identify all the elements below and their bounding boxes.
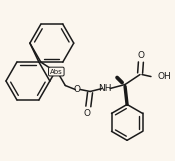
Text: NH: NH: [98, 84, 112, 93]
Text: O: O: [84, 109, 91, 118]
Text: Abs: Abs: [50, 69, 63, 75]
Text: OH: OH: [158, 72, 172, 81]
Text: O: O: [138, 51, 145, 60]
Text: O: O: [74, 85, 81, 94]
